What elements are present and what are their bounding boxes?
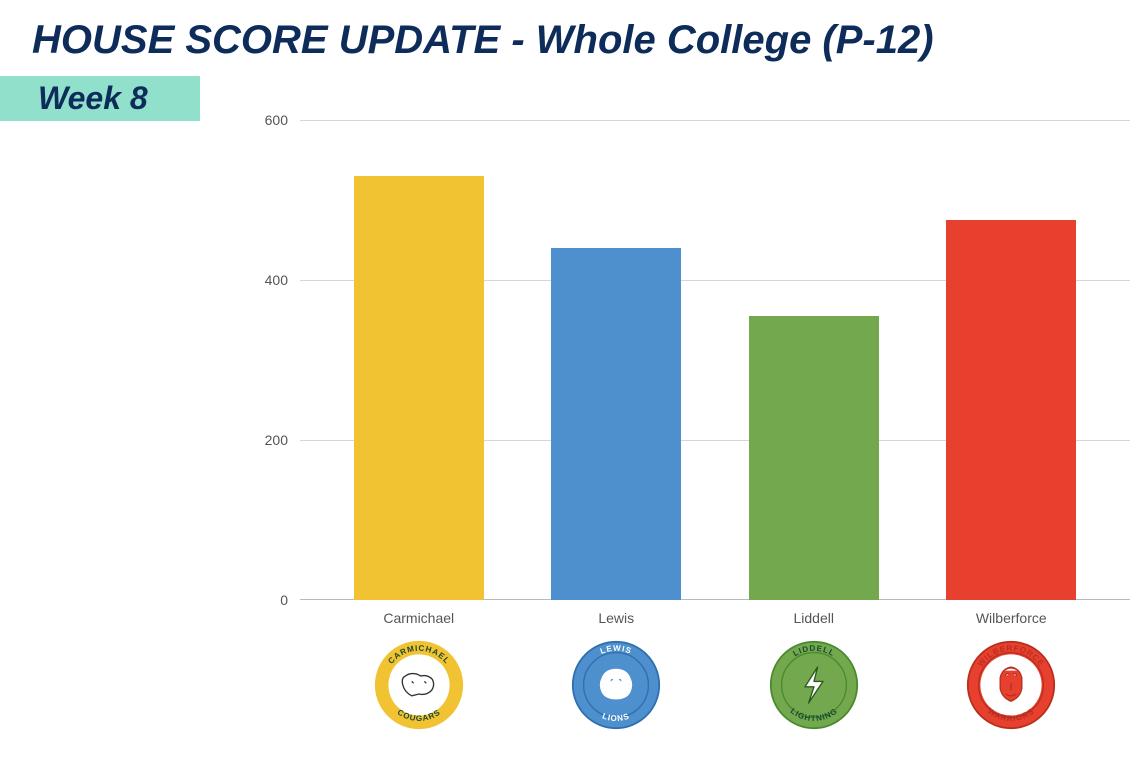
x-label-lewis: Lewis <box>551 610 681 626</box>
house-badge-carmichael: CARMICHAELCOUGARS <box>374 640 464 730</box>
house-score-chart: 0200400600 CarmichaelLewisLiddellWilberf… <box>260 120 1130 640</box>
bar-lewis <box>551 248 681 600</box>
x-label-wilberforce: Wilberforce <box>946 610 1076 626</box>
y-tick-label: 0 <box>280 592 288 608</box>
house-badge-wilberforce: WILBERFORCEWARRIORS <box>966 640 1056 730</box>
y-tick-label: 600 <box>265 112 288 128</box>
warrior-icon <box>1000 667 1022 701</box>
house-badges-row: CARMICHAELCOUGARS LEWISLIONS LIDDELLLIGHTN… <box>300 640 1130 730</box>
x-label-liddell: Liddell <box>749 610 879 626</box>
y-tick-label: 400 <box>265 272 288 288</box>
lion-icon <box>600 669 632 700</box>
x-axis-labels: Carmichael Lewis Liddell Wilberforce <box>300 610 1130 626</box>
x-label-carmichael: Carmichael <box>354 610 484 626</box>
bar-liddell <box>749 316 879 600</box>
house-badge-liddell: LIDDELLLIGHTNING <box>769 640 859 730</box>
bars-container <box>300 120 1130 600</box>
badge-wrap-liddell: LIDDELLLIGHTNING <box>749 640 879 730</box>
house-badge-lewis: LEWISLIONS <box>571 640 661 730</box>
page-title: HOUSE SCORE UPDATE - Whole College (P-12… <box>0 0 1140 63</box>
bar-wilberforce <box>946 220 1076 600</box>
badge-wrap-carmichael: CARMICHAELCOUGARS <box>354 640 484 730</box>
week-badge: Week 8 <box>0 76 200 121</box>
badge-wrap-lewis: LEWISLIONS <box>551 640 681 730</box>
y-tick-label: 200 <box>265 432 288 448</box>
badge-wrap-wilberforce: WILBERFORCEWARRIORS <box>946 640 1076 730</box>
bar-carmichael <box>354 176 484 600</box>
